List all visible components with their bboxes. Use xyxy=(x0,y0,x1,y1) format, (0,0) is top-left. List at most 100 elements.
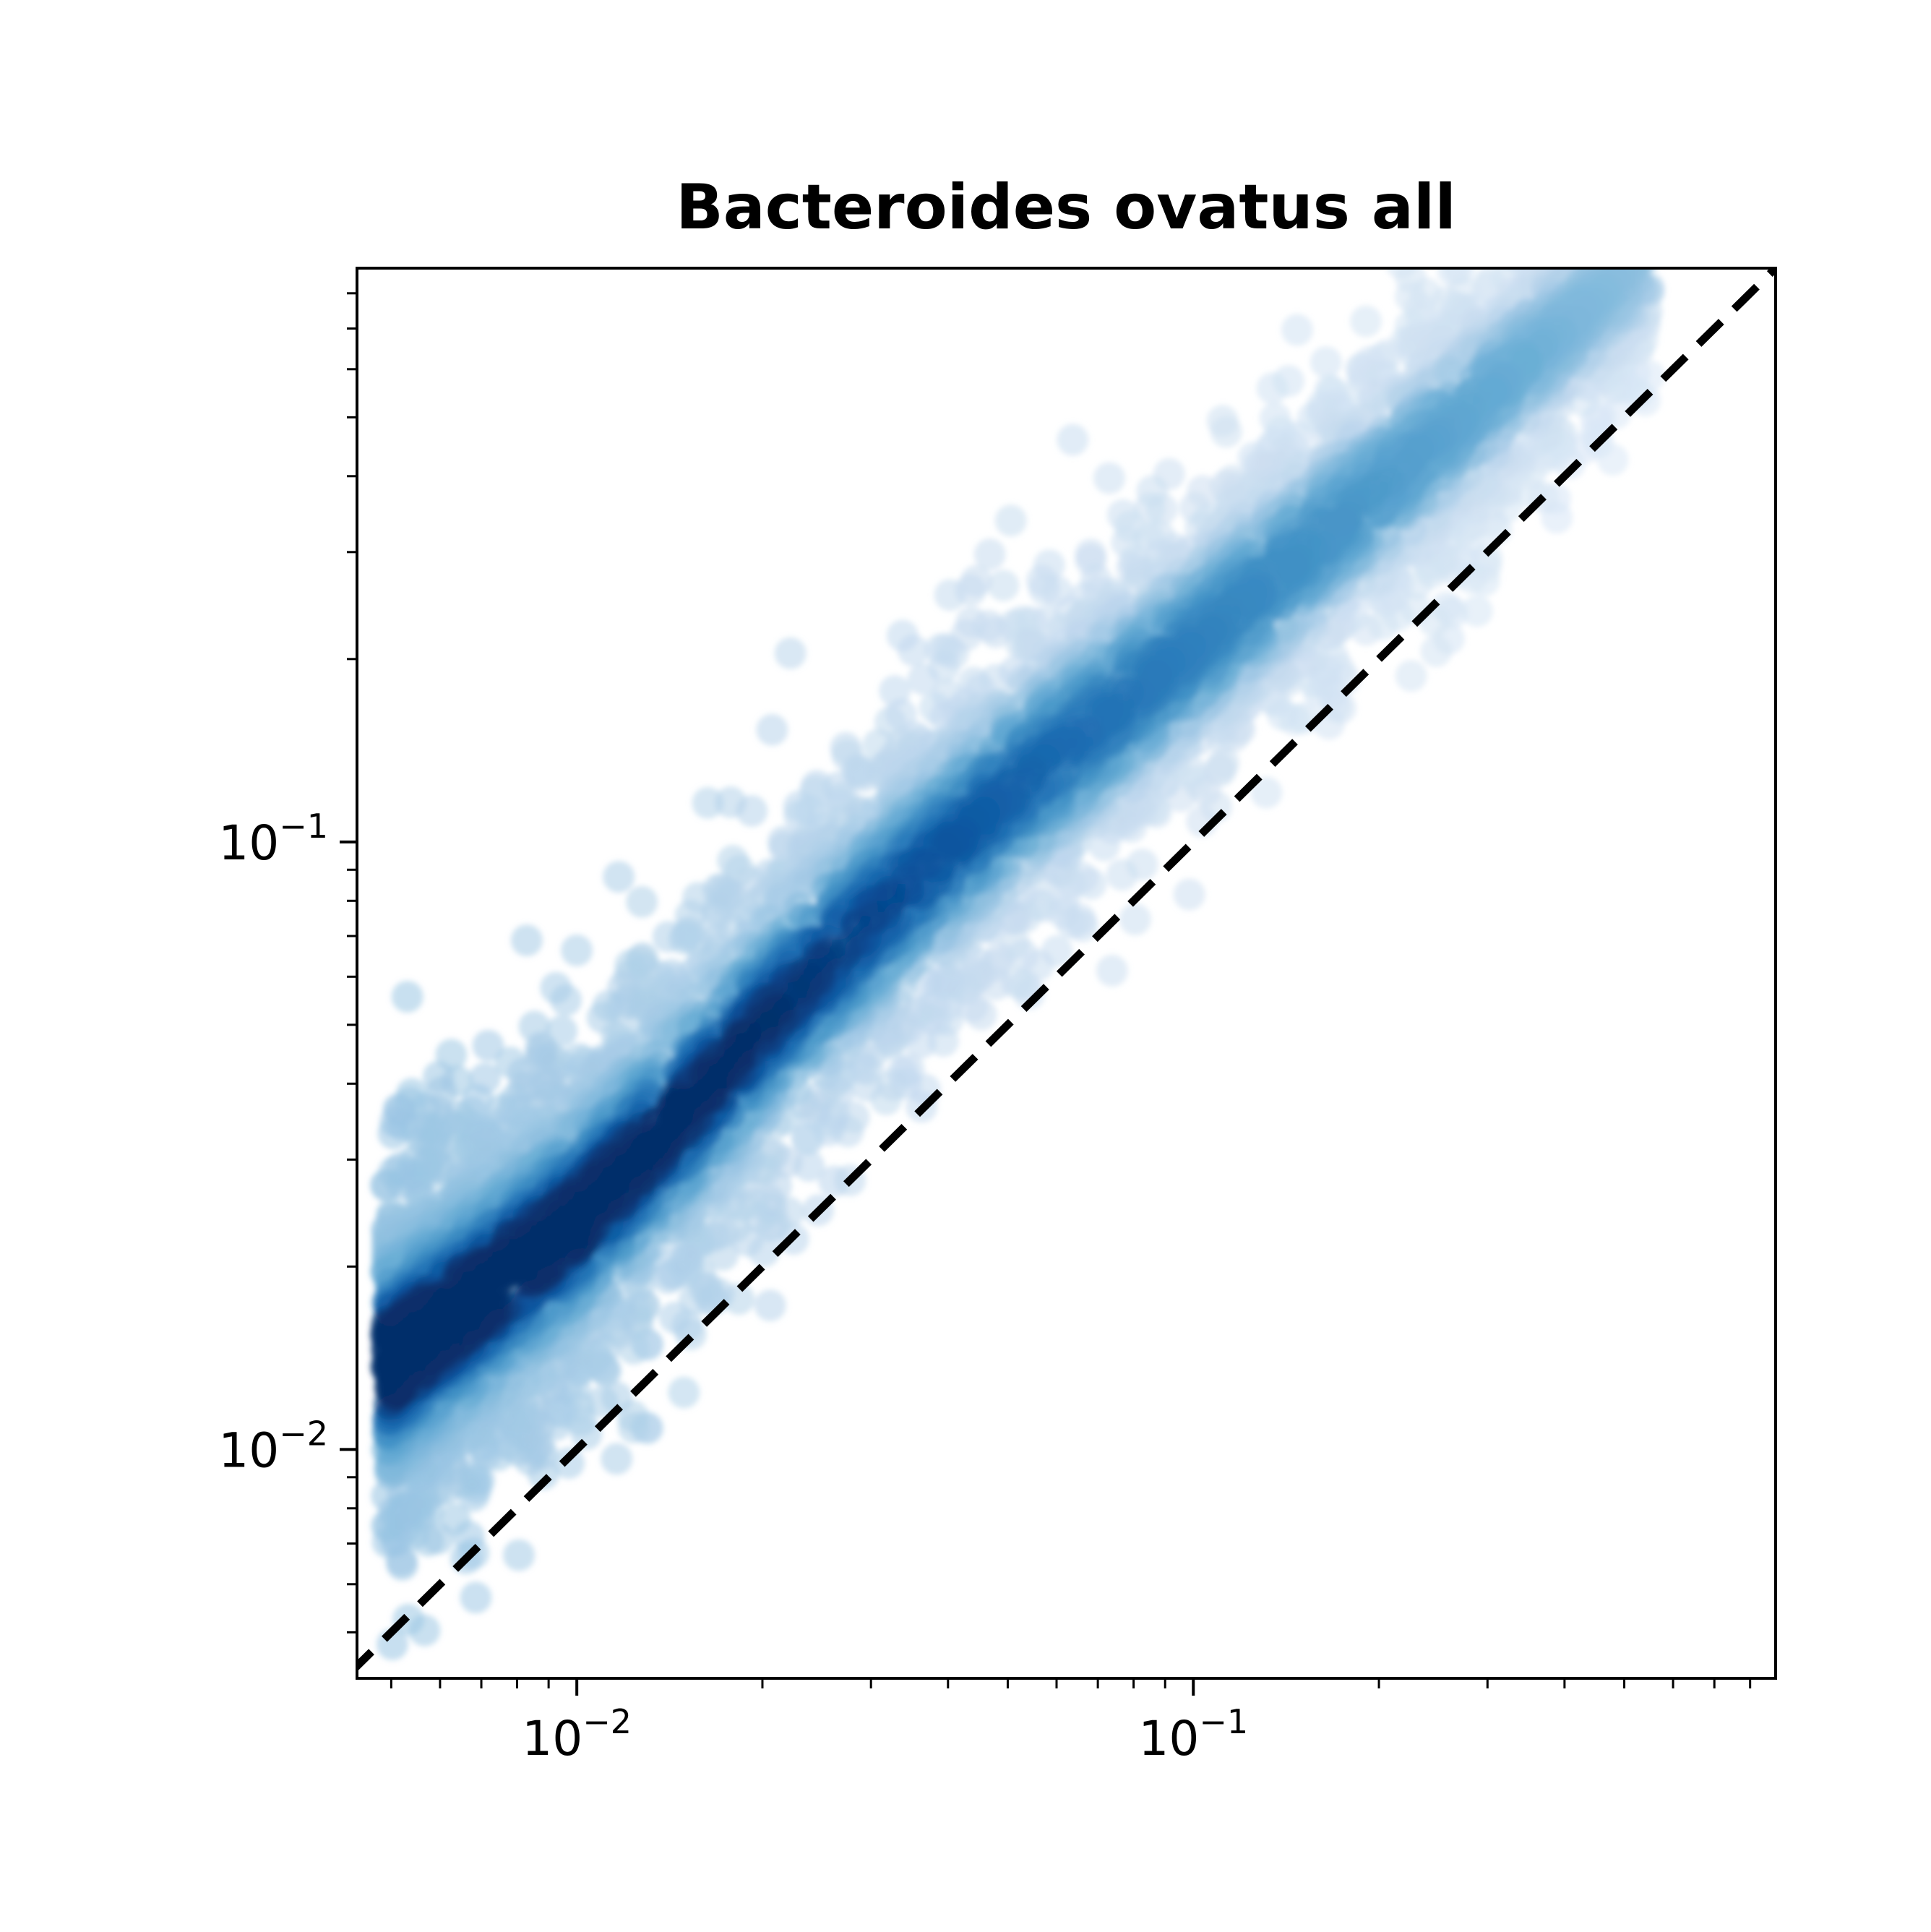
scatter-point xyxy=(652,921,684,953)
scatter-point xyxy=(692,786,724,819)
scatter-point xyxy=(1420,635,1453,667)
scatter-point xyxy=(378,1315,410,1347)
scatter-point xyxy=(1631,226,1663,258)
scatter-point xyxy=(472,1029,504,1062)
scatter-point xyxy=(503,1539,535,1571)
scatter-point xyxy=(1612,139,1643,171)
scatter-point xyxy=(1572,212,1604,244)
scatter-point xyxy=(1615,147,1647,179)
scatter-point xyxy=(377,1117,410,1150)
scatter-point xyxy=(1560,229,1591,261)
scatter-point xyxy=(518,1010,551,1043)
scatter-point xyxy=(924,633,957,666)
scatter-point xyxy=(1505,268,1518,270)
scatter-point xyxy=(1559,232,1591,264)
scatter-point xyxy=(1604,232,1635,264)
identity-reference-line xyxy=(357,268,1776,1672)
scatter-point xyxy=(1482,200,1514,232)
scatter-point xyxy=(1521,109,1553,141)
scatter-point xyxy=(392,1356,424,1388)
scatter-point xyxy=(1608,133,1640,165)
scatter-point xyxy=(1614,204,1646,236)
scatter-point xyxy=(562,1227,594,1260)
scatter-point xyxy=(1596,218,1627,250)
scatter-point xyxy=(694,1081,726,1114)
scatter-point xyxy=(1591,210,1623,242)
scatter-point xyxy=(1575,227,1607,259)
scatter-point xyxy=(668,1376,700,1409)
y-tick-label: 10−2 xyxy=(218,1414,328,1478)
scatter-point xyxy=(1613,209,1645,241)
scatter-point xyxy=(1487,231,1519,262)
scatter-point xyxy=(1590,117,1622,149)
scatter-point xyxy=(1625,156,1657,188)
x-axis: 10−2 10−1 xyxy=(390,1678,1752,1766)
scatter-point xyxy=(585,1159,618,1192)
scatter-point xyxy=(1611,198,1643,230)
scatter-point xyxy=(987,570,1020,602)
scatter-point xyxy=(886,619,919,652)
scatter-point xyxy=(830,731,862,764)
scatter-point xyxy=(370,1169,403,1201)
scatter-point xyxy=(635,1122,668,1155)
scatter-point xyxy=(1623,171,1655,202)
scatter-point xyxy=(1633,100,1664,132)
scatter-point xyxy=(717,845,749,877)
scatter-point xyxy=(1618,171,1650,203)
x-tick-label: 10−2 xyxy=(522,1702,632,1766)
scatter-point xyxy=(422,1060,455,1093)
scatter-point xyxy=(370,1510,403,1542)
scatter-point xyxy=(1093,462,1125,494)
scatter-point xyxy=(540,971,572,1004)
scatter-point xyxy=(973,538,1006,570)
scatter-point xyxy=(658,1302,691,1334)
scatter-point xyxy=(1568,189,1600,221)
scatter-point xyxy=(1614,211,1646,243)
scatter-point xyxy=(1617,81,1648,113)
scatter-point xyxy=(1508,165,1540,197)
scatter-point xyxy=(1583,155,1615,186)
scatter-point xyxy=(715,786,747,818)
scatter-point xyxy=(934,579,966,611)
scatter-point xyxy=(1625,268,1643,271)
scatter-point xyxy=(1025,564,1058,597)
scatter-point xyxy=(456,1292,489,1324)
scatter-point xyxy=(1625,162,1657,194)
scatter-points xyxy=(369,81,1666,1660)
scatter-point xyxy=(1580,231,1612,263)
y-tick-label: 10−1 xyxy=(218,807,328,871)
scatter-point xyxy=(1602,268,1613,270)
x-tick-label: 10−1 xyxy=(1138,1702,1248,1766)
scatter-point xyxy=(586,1386,619,1418)
scatter-point xyxy=(1515,233,1547,265)
scatter-point xyxy=(1569,223,1601,255)
scatter-point xyxy=(601,1443,633,1475)
scatter-point xyxy=(1542,217,1574,249)
scatter-point xyxy=(483,1250,515,1283)
scatter-point xyxy=(1625,226,1657,257)
scatter-point xyxy=(1606,190,1638,222)
scatter-point xyxy=(1119,903,1151,936)
scatter-point xyxy=(626,885,658,918)
scatter-point xyxy=(1575,198,1607,230)
scatter-point xyxy=(1515,211,1547,243)
scatter-point xyxy=(1350,305,1382,338)
scatter-point xyxy=(1635,268,1652,271)
scatter-point xyxy=(391,981,423,1013)
scatter-point xyxy=(1604,235,1635,267)
scatter-point xyxy=(1494,223,1526,254)
scatter-point xyxy=(510,924,543,957)
scatter-point xyxy=(754,1289,786,1322)
scatter-point xyxy=(994,505,1027,537)
scatter-point xyxy=(1622,236,1653,267)
scatter-point xyxy=(1559,211,1591,243)
scatter-point xyxy=(1590,186,1622,218)
scatter-point xyxy=(1173,878,1205,911)
scatter-point xyxy=(1256,372,1289,405)
scatter-point xyxy=(1586,192,1618,223)
scatter-point xyxy=(1570,216,1602,248)
scatter-point xyxy=(1581,196,1613,228)
scatter-point xyxy=(1612,220,1644,252)
scatter-point xyxy=(1605,215,1637,246)
scatter-point xyxy=(1395,660,1427,692)
